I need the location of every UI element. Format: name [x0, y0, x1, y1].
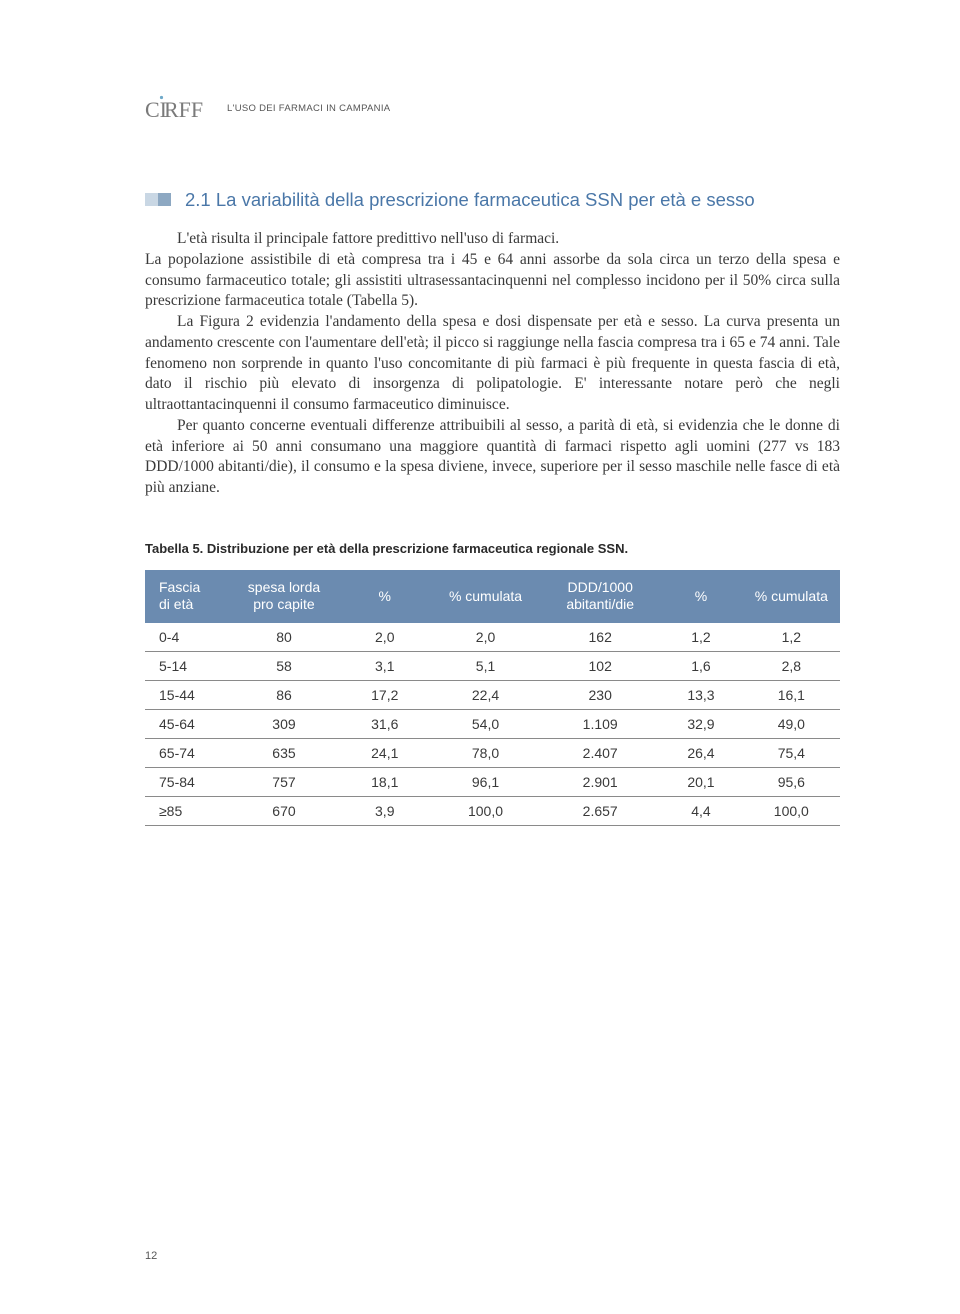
table-cell: 2,8: [743, 651, 840, 680]
section-title-text: La variabilità della prescrizione farmac…: [216, 189, 755, 210]
table-cell: 3,1: [340, 651, 430, 680]
table-cell: 75,4: [743, 738, 840, 767]
section-title: 2.1 La variabilità della prescrizione fa…: [185, 189, 755, 211]
table-cell: 5,1: [430, 651, 541, 680]
table-header-cell: %: [659, 570, 742, 623]
table-header-row: Fasciadi etàspesa lordapro capite%% cumu…: [145, 570, 840, 623]
table-row: 65-7463524,178,02.40726,475,4: [145, 738, 840, 767]
section-heading: 2.1 La variabilità della prescrizione fa…: [145, 189, 840, 211]
table-cell: 16,1: [743, 680, 840, 709]
table-row: 45-6430931,654,01.10932,949,0: [145, 709, 840, 738]
table-cell: 54,0: [430, 709, 541, 738]
section-number: 2.1: [185, 189, 211, 210]
table-row: 5-14583,15,11021,62,8: [145, 651, 840, 680]
table-cell: 2.407: [541, 738, 659, 767]
table-cell: 96,1: [430, 767, 541, 796]
table-row: 15-448617,222,423013,316,1: [145, 680, 840, 709]
table-cell: 635: [228, 738, 339, 767]
paragraph: Per quanto concerne eventuali differenze…: [145, 416, 840, 499]
table-row: 75-8475718,196,12.90120,195,6: [145, 767, 840, 796]
table-cell: 15-44: [145, 680, 228, 709]
table-cell: 22,4: [430, 680, 541, 709]
table-cell: 2.657: [541, 796, 659, 825]
table-header-cell: % cumulata: [743, 570, 840, 623]
table-cell: 670: [228, 796, 339, 825]
table-cell: 65-74: [145, 738, 228, 767]
table-cell: 0-4: [145, 623, 228, 652]
logo: CI RFF: [145, 95, 209, 121]
table-cell: 100,0: [430, 796, 541, 825]
page-number: 12: [145, 1250, 157, 1262]
table-cell: 86: [228, 680, 339, 709]
table-cell: 78,0: [430, 738, 541, 767]
svg-text:RFF: RFF: [164, 97, 203, 121]
table-cell: 80: [228, 623, 339, 652]
paragraph: La popolazione assistibile di età compre…: [145, 250, 840, 312]
table-cell: 1.109: [541, 709, 659, 738]
table-cell: 1,2: [659, 623, 742, 652]
table-cell: 26,4: [659, 738, 742, 767]
table-cell: 757: [228, 767, 339, 796]
table-cell: 24,1: [340, 738, 430, 767]
table-cell: 2,0: [430, 623, 541, 652]
table-header-cell: DDD/1000abitanti/die: [541, 570, 659, 623]
table-cell: 18,1: [340, 767, 430, 796]
page-header: CI RFF L'USO DEI FARMACI IN CAMPANIA: [145, 95, 840, 121]
table-cell: 75-84: [145, 767, 228, 796]
table-row: ≥856703,9100,02.6574,4100,0: [145, 796, 840, 825]
table-cell: 17,2: [340, 680, 430, 709]
table-cell: 5-14: [145, 651, 228, 680]
table-cell: 20,1: [659, 767, 742, 796]
table-cell: 95,6: [743, 767, 840, 796]
table-header-cell: spesa lordapro capite: [228, 570, 339, 623]
paragraph: La Figura 2 evidenzia l'andamento della …: [145, 312, 840, 416]
table-cell: 49,0: [743, 709, 840, 738]
table-cell: 58: [228, 651, 339, 680]
table-cell: 45-64: [145, 709, 228, 738]
body-text: L'età risulta il principale fattore pred…: [145, 229, 840, 499]
table-cell: 100,0: [743, 796, 840, 825]
table-header-cell: Fasciadi età: [145, 570, 228, 623]
table-cell: 102: [541, 651, 659, 680]
table-cell: ≥85: [145, 796, 228, 825]
table-cell: 31,6: [340, 709, 430, 738]
running-title: L'USO DEI FARMACI IN CAMPANIA: [227, 103, 390, 114]
table-header-cell: %: [340, 570, 430, 623]
table-header-cell: % cumulata: [430, 570, 541, 623]
data-table: Fasciadi etàspesa lordapro capite%% cumu…: [145, 570, 840, 826]
table-cell: 3,9: [340, 796, 430, 825]
table-cell: 13,3: [659, 680, 742, 709]
paragraph: L'età risulta il principale fattore pred…: [145, 229, 840, 250]
table-cell: 1,2: [743, 623, 840, 652]
table-cell: 309: [228, 709, 339, 738]
table-cell: 32,9: [659, 709, 742, 738]
table-cell: 4,4: [659, 796, 742, 825]
table-cell: 230: [541, 680, 659, 709]
section-marker-icon: [145, 193, 171, 206]
table-cell: 2,0: [340, 623, 430, 652]
table-row: 0-4802,02,01621,21,2: [145, 623, 840, 652]
table-cell: 162: [541, 623, 659, 652]
table-cell: 1,6: [659, 651, 742, 680]
table-cell: 2.901: [541, 767, 659, 796]
table-caption: Tabella 5. Distribuzione per età della p…: [145, 541, 840, 556]
